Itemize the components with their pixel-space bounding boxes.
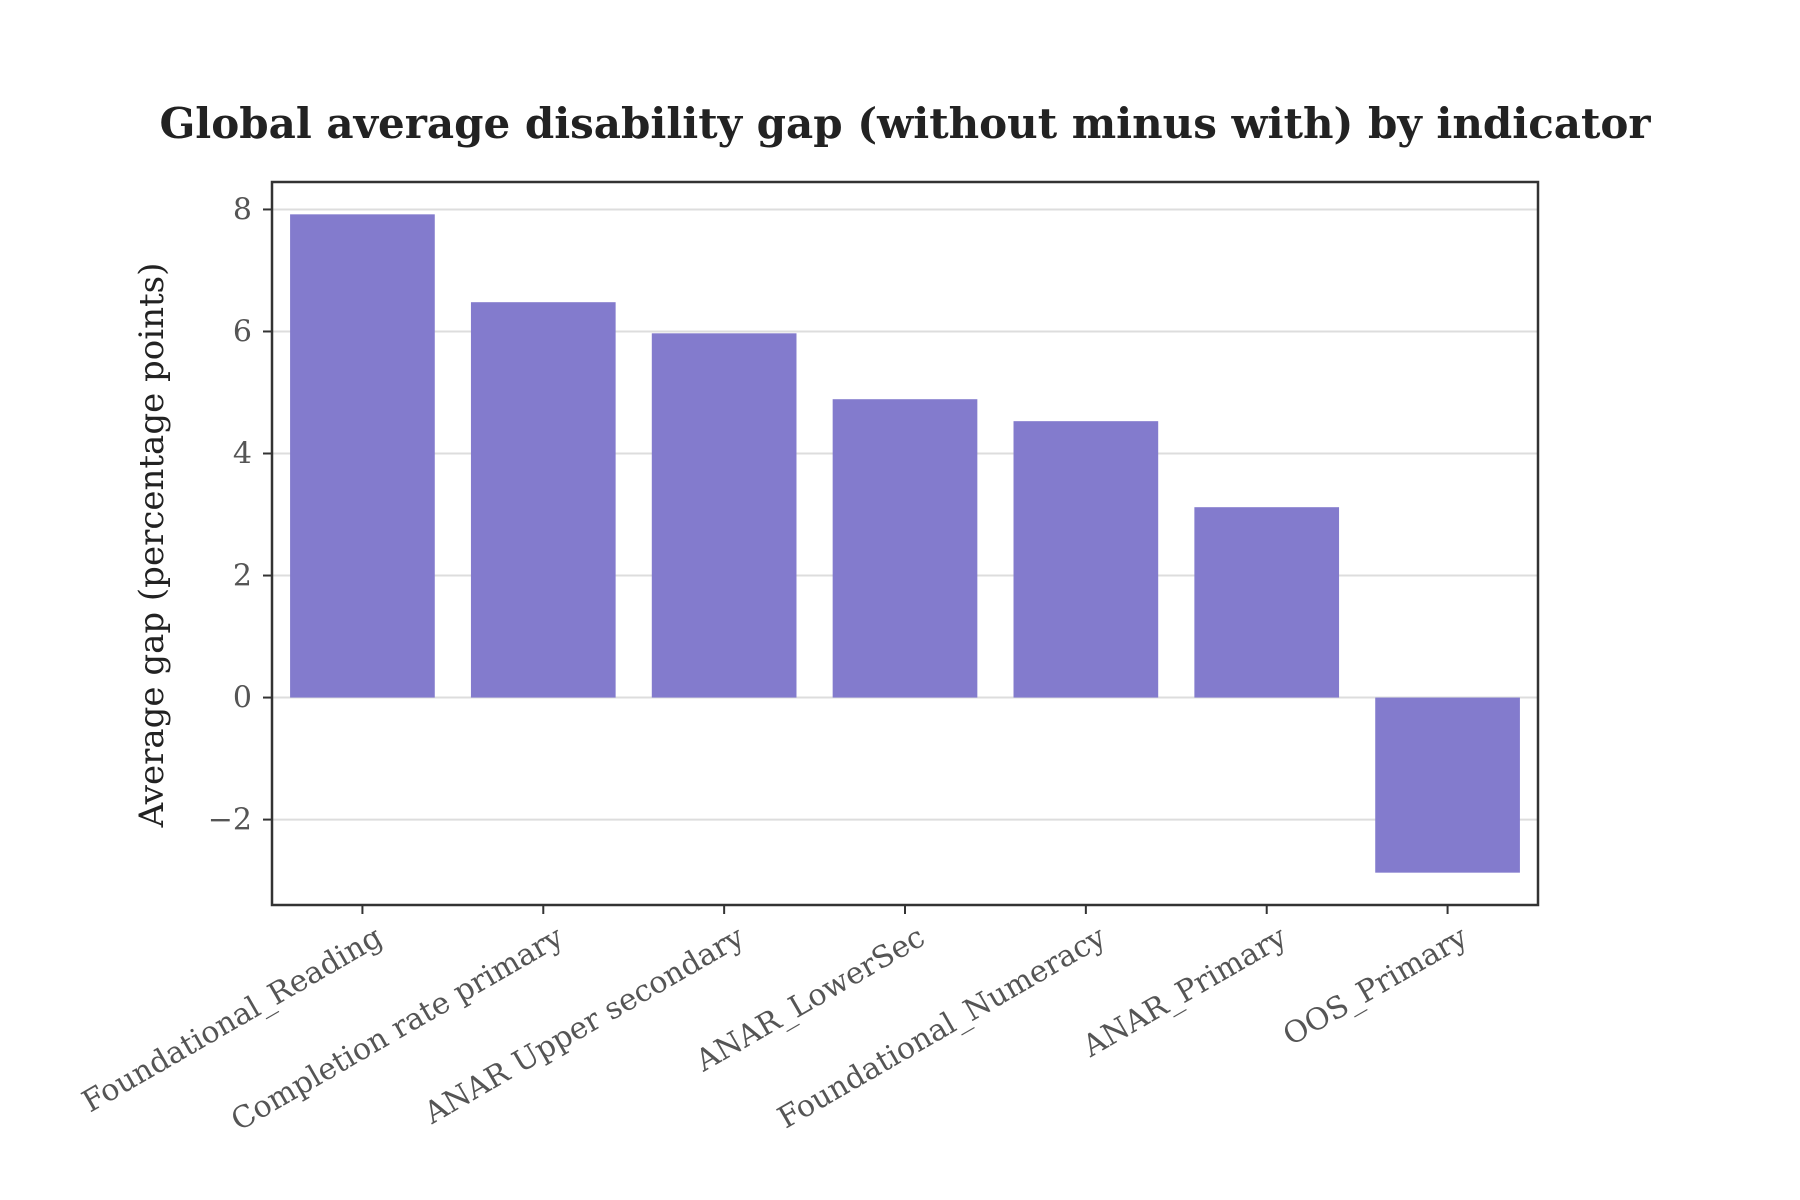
y-tick-label: 8 — [233, 192, 252, 227]
y-tick-label: −2 — [208, 803, 252, 838]
bar — [1194, 507, 1340, 698]
y-tick-label: 0 — [233, 681, 252, 716]
bar — [290, 214, 435, 698]
chart-title: Global average disability gap (without m… — [159, 99, 1651, 148]
y-tick-label: 2 — [233, 559, 252, 594]
x-tick-label: ANAR Upper secondary — [418, 920, 751, 1132]
bar — [1375, 697, 1520, 873]
y-tick-label: 6 — [233, 314, 252, 349]
bar — [1013, 421, 1159, 698]
bar — [470, 302, 616, 698]
x-tick-label: OOS_Primary — [1277, 920, 1473, 1054]
x-tick-label: Foundational_Reading — [76, 920, 388, 1120]
bar — [651, 333, 797, 698]
x-tick-label: Foundational_Numeracy — [772, 920, 1112, 1136]
x-tick-label: ANAR_Primary — [1076, 920, 1293, 1065]
y-tick-label: 4 — [233, 437, 252, 472]
plot-frame — [270, 180, 1540, 907]
bars — [290, 214, 1520, 873]
x-tick-label: Completion rate primary — [225, 920, 569, 1139]
bar — [832, 399, 978, 698]
y-axis-label: Average gap (percentage points) — [132, 263, 172, 829]
